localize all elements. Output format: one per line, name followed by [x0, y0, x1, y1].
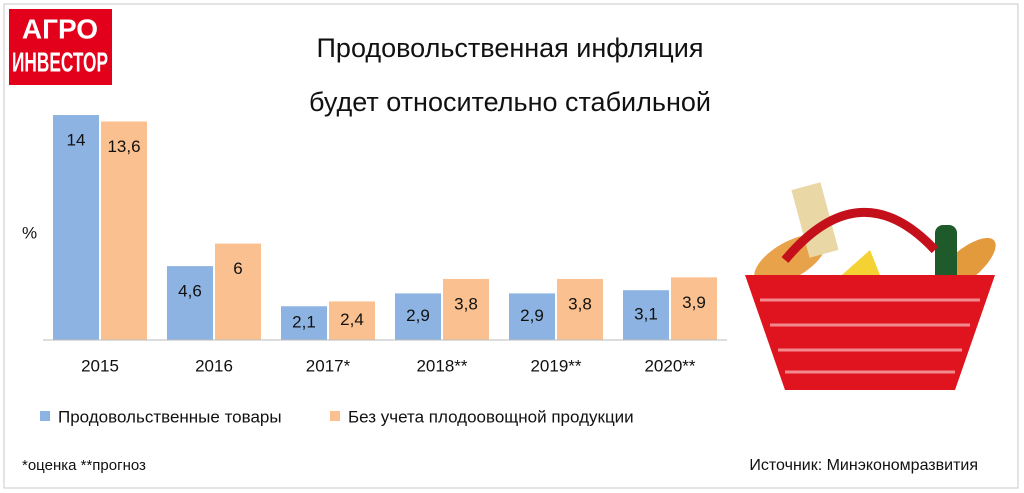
footnote: *оценка **прогноз — [22, 457, 146, 474]
x-tick-label: 2019** — [530, 356, 581, 375]
data-label: 2,9 — [520, 306, 544, 325]
data-label: 3,9 — [682, 293, 706, 312]
frame — [3, 3, 1019, 489]
data-label: 14 — [67, 131, 86, 150]
bar — [395, 293, 441, 340]
x-tick-label: 2018** — [416, 356, 467, 375]
legend-label: Без учета плодоовощной продукции — [348, 407, 634, 426]
x-tick-label: 2016 — [195, 356, 233, 375]
legend-swatch — [40, 411, 50, 421]
bar — [101, 121, 147, 340]
chart-title: будет относительно стабильной — [309, 87, 711, 117]
bar — [281, 306, 327, 340]
data-label: 2,4 — [340, 310, 364, 329]
data-label: 4,6 — [178, 282, 202, 301]
basket-illustration — [745, 182, 996, 390]
legend-swatch — [330, 411, 340, 421]
chart-title: Продовольственная инфляция — [317, 33, 704, 63]
bar — [443, 278, 489, 340]
y-axis-label: % — [22, 223, 37, 242]
data-label: 3,1 — [634, 305, 658, 324]
x-tick-label: 2017* — [306, 356, 351, 375]
data-label: 3,8 — [568, 294, 592, 313]
bar — [671, 277, 717, 340]
legend-label: Продовольственные товары — [58, 407, 282, 426]
x-tick-label: 2020** — [644, 356, 695, 375]
logo-text: ИНВЕСТОР — [12, 46, 108, 77]
data-label: 3,8 — [454, 294, 478, 313]
data-label: 6 — [233, 259, 242, 278]
source: Источник: Минэкономразвития — [749, 457, 978, 474]
bar — [623, 290, 669, 340]
bar — [329, 301, 375, 340]
bar — [557, 278, 603, 340]
logo-text: АГРО — [22, 13, 98, 44]
bar — [167, 266, 213, 340]
data-label: 13,6 — [107, 137, 140, 156]
x-tick-label: 2015 — [81, 356, 119, 375]
logo-box — [9, 9, 112, 85]
data-label: 2,1 — [292, 313, 316, 332]
bar — [215, 243, 261, 340]
data-label: 2,9 — [406, 306, 430, 325]
bar — [509, 293, 555, 340]
bar — [53, 115, 99, 340]
